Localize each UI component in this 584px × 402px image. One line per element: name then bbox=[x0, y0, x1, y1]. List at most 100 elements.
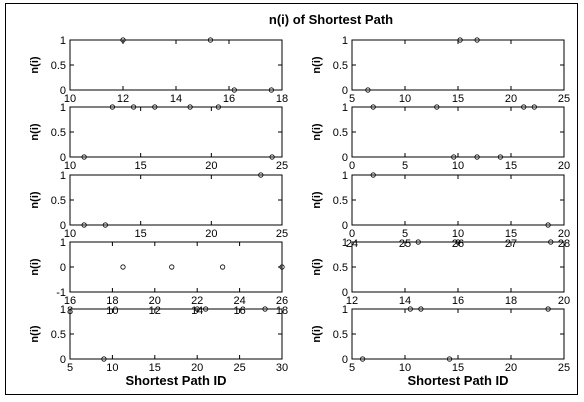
y-axis-label: n(i) bbox=[311, 258, 323, 275]
data-point bbox=[434, 104, 440, 110]
data-point bbox=[407, 306, 413, 312]
y-tick-label: 0.5 bbox=[333, 262, 348, 274]
data-point bbox=[548, 239, 554, 245]
x-tick-label-secondary: 27 bbox=[505, 238, 517, 250]
data-point bbox=[120, 37, 126, 43]
data-point bbox=[455, 239, 461, 245]
data-point bbox=[279, 264, 285, 270]
data-point bbox=[131, 104, 137, 110]
x-tick-label: 10 bbox=[106, 362, 118, 374]
y-axis-label: n(i) bbox=[29, 123, 41, 140]
y-tick-label: 1 bbox=[60, 170, 66, 182]
y-tick-label: 1 bbox=[60, 304, 66, 316]
y-tick-label: 0 bbox=[342, 354, 348, 366]
y-tick-label: 0.5 bbox=[51, 329, 66, 341]
x-tick-label-secondary: 8 bbox=[67, 305, 73, 317]
x-tick-label: 10 bbox=[64, 93, 76, 105]
x-tick-label: 16 bbox=[64, 295, 76, 307]
y-tick-label: 0 bbox=[342, 152, 348, 164]
x-tick-label: 18 bbox=[505, 295, 517, 307]
x-tick-label: 15 bbox=[135, 160, 147, 172]
y-axis-label: n(i) bbox=[311, 123, 323, 140]
data-point bbox=[418, 306, 424, 312]
y-tick-label: 0.5 bbox=[333, 195, 348, 207]
x-tick-label: 20 bbox=[205, 160, 217, 172]
data-point bbox=[101, 356, 107, 362]
x-tick-label: 14 bbox=[170, 93, 182, 105]
x-tick-label: 15 bbox=[149, 362, 161, 374]
x-tick-label-secondary: 10 bbox=[106, 305, 118, 317]
axes-box bbox=[69, 106, 283, 158]
y-tick-label: 1 bbox=[342, 237, 348, 249]
data-point bbox=[194, 306, 200, 312]
y-tick-label: 0 bbox=[60, 262, 66, 274]
x-tick-label-secondary: 16 bbox=[233, 305, 245, 317]
x-tick-label-secondary: 25 bbox=[399, 238, 411, 250]
x-tick-label-secondary: 26 bbox=[452, 238, 464, 250]
axes-box bbox=[351, 39, 565, 91]
data-point bbox=[120, 264, 126, 270]
data-point bbox=[415, 239, 421, 245]
subplot-8: 0 0.5 1 12 14 16 18 20 n(i) bbox=[311, 237, 570, 307]
x-tick-label-secondary: 18 bbox=[276, 305, 288, 317]
data-point bbox=[446, 356, 453, 362]
data-point bbox=[81, 222, 87, 228]
y-tick-label: 0.5 bbox=[333, 60, 348, 72]
y-tick-label: 0.5 bbox=[333, 127, 348, 139]
chart-title: n(i) of Shortest Path bbox=[269, 12, 393, 27]
y-tick-label: 1 bbox=[60, 35, 66, 47]
x-tick-label: 25 bbox=[276, 160, 288, 172]
y-tick-label: 1 bbox=[342, 304, 348, 316]
x-tick-label: 15 bbox=[452, 362, 464, 374]
data-point bbox=[365, 87, 371, 93]
y-tick-label: 0 bbox=[60, 152, 66, 164]
x-tick-label: 22 bbox=[191, 295, 203, 307]
data-point bbox=[521, 104, 527, 110]
x-tick-label: 15 bbox=[505, 228, 517, 240]
subplot-9: 00.515 10 15 20 25 30n(i) bbox=[29, 304, 288, 374]
x-tick-label: 10 bbox=[452, 160, 464, 172]
subplot-5: 0 0.5 1 10 15 20 25 n(i) bbox=[29, 170, 288, 240]
x-tick-label: 10 bbox=[64, 228, 76, 240]
x-axis-label: Shortest Path ID bbox=[125, 373, 226, 388]
subplot-3: 0 0.5 1 10 15 20 25 n(i) bbox=[29, 102, 288, 172]
y-tick-label: 0.5 bbox=[51, 60, 66, 72]
data-point bbox=[359, 356, 366, 362]
subplot-1: 0 0.5 1 10 12 14 16 18 n(i) bbox=[29, 35, 288, 105]
x-tick-label: 14 bbox=[399, 295, 411, 307]
y-axis-label: n(i) bbox=[311, 56, 323, 73]
data-point bbox=[262, 306, 268, 312]
y-tick-label: 0 bbox=[342, 220, 348, 232]
x-tick-label-secondary: 12 bbox=[149, 305, 161, 317]
y-tick-label: 1 bbox=[60, 237, 66, 249]
y-tick-label: 1 bbox=[342, 35, 348, 47]
x-tick-label: 5 bbox=[349, 362, 355, 374]
y-axis-label: n(i) bbox=[311, 325, 323, 342]
x-tick-label: 20 bbox=[505, 93, 517, 105]
x-tick-label: 16 bbox=[452, 295, 464, 307]
data-point bbox=[474, 154, 480, 160]
x-tick-label: 20 bbox=[205, 228, 217, 240]
data-point bbox=[109, 104, 116, 110]
x-tick-label: 20 bbox=[505, 362, 517, 374]
x-tick-label-secondary: 24 bbox=[346, 238, 358, 250]
data-point bbox=[187, 104, 193, 110]
data-point bbox=[269, 154, 275, 160]
data-point bbox=[152, 104, 158, 110]
x-tick-label: 5 bbox=[67, 362, 73, 374]
data-point bbox=[531, 104, 537, 110]
x-tick-label: 5 bbox=[349, 93, 355, 105]
y-tick-label: 0 bbox=[342, 287, 348, 299]
y-axis-label: n(i) bbox=[29, 258, 41, 275]
x-tick-label: 20 bbox=[191, 362, 203, 374]
x-tick-label: 25 bbox=[276, 228, 288, 240]
axes-box bbox=[351, 106, 565, 158]
x-tick-label: 0 bbox=[349, 160, 355, 172]
y-tick-label: 1 bbox=[60, 102, 66, 114]
x-tick-label: 18 bbox=[106, 295, 118, 307]
x-tick-label: 30 bbox=[276, 362, 288, 374]
x-tick-label-secondary: 28 bbox=[558, 238, 570, 250]
y-tick-label: 0 bbox=[60, 220, 66, 232]
